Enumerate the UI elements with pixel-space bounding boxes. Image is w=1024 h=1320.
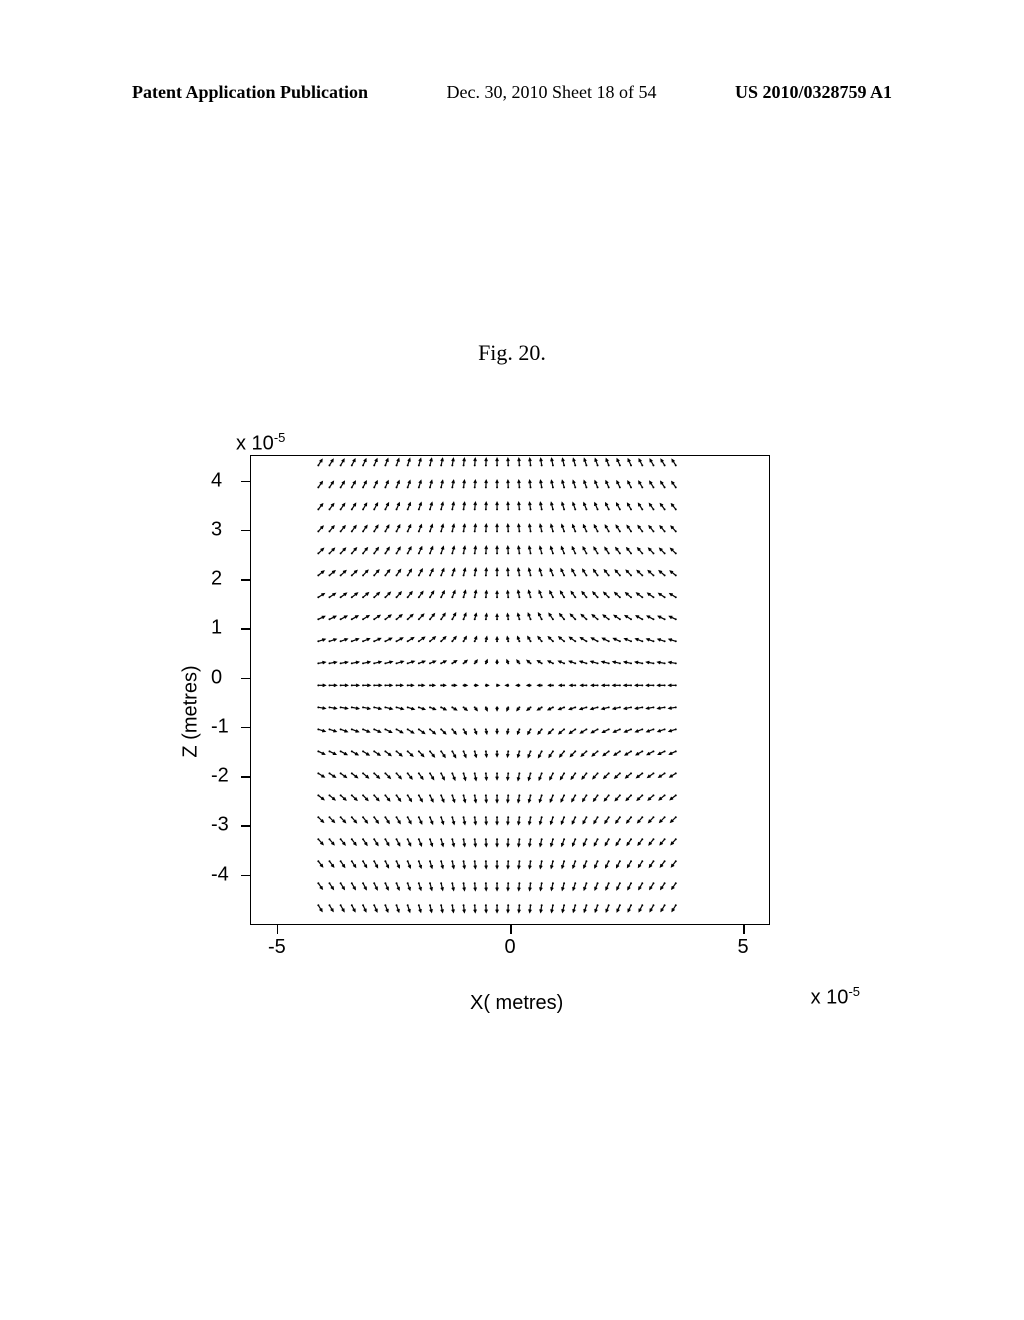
plot-area: 43210-1-2-3-4-505 <box>250 455 770 925</box>
x-tick <box>277 924 279 934</box>
figure-caption: Fig. 20. <box>0 340 1024 366</box>
y-tick <box>241 727 251 729</box>
x-tick <box>510 924 512 934</box>
y-tick <box>241 875 251 877</box>
y-tick-label: -3 <box>211 814 229 837</box>
y-tick <box>241 481 251 483</box>
header-left: Patent Application Publication <box>132 82 368 103</box>
x-exponent-sup: -5 <box>848 984 860 999</box>
y-tick <box>241 825 251 827</box>
header-right: US 2010/0328759 A1 <box>735 82 892 103</box>
vector-field-chart: x 10-5 Z (metres) X( metres) x 10-5 4321… <box>150 430 800 1000</box>
y-exponent-base: x 10 <box>236 433 274 455</box>
x-tick-label: -5 <box>268 936 286 959</box>
header-inner: Patent Application Publication Dec. 30, … <box>132 82 892 103</box>
x-exponent-base: x 10 <box>811 987 849 1009</box>
y-tick <box>241 776 251 778</box>
x-tick <box>743 924 745 934</box>
y-tick-label: -2 <box>211 765 229 788</box>
x-tick-label: 5 <box>738 936 749 959</box>
y-tick-label: 0 <box>211 666 222 689</box>
y-tick-label: 1 <box>211 617 222 640</box>
y-axis-exponent: x 10-5 <box>236 430 285 456</box>
vector-field-svg <box>251 456 769 924</box>
y-tick <box>241 678 251 680</box>
header-center: Dec. 30, 2010 Sheet 18 of 54 <box>447 82 657 103</box>
y-tick <box>241 579 251 581</box>
y-tick <box>241 628 251 630</box>
x-tick-label: 0 <box>504 936 515 959</box>
y-tick-label: -1 <box>211 715 229 738</box>
y-tick-label: 2 <box>211 568 222 591</box>
page-header: Patent Application Publication Dec. 30, … <box>0 82 1024 103</box>
x-axis-label: X( metres) <box>470 992 563 1015</box>
y-tick-label: 4 <box>211 469 222 492</box>
y-tick-label: -4 <box>211 863 229 886</box>
y-axis-label: Z (metres) <box>180 665 203 757</box>
x-axis-exponent: x 10-5 <box>811 984 860 1010</box>
y-tick <box>241 530 251 532</box>
y-exponent-sup: -5 <box>274 430 286 445</box>
y-tick-label: 3 <box>211 518 222 541</box>
